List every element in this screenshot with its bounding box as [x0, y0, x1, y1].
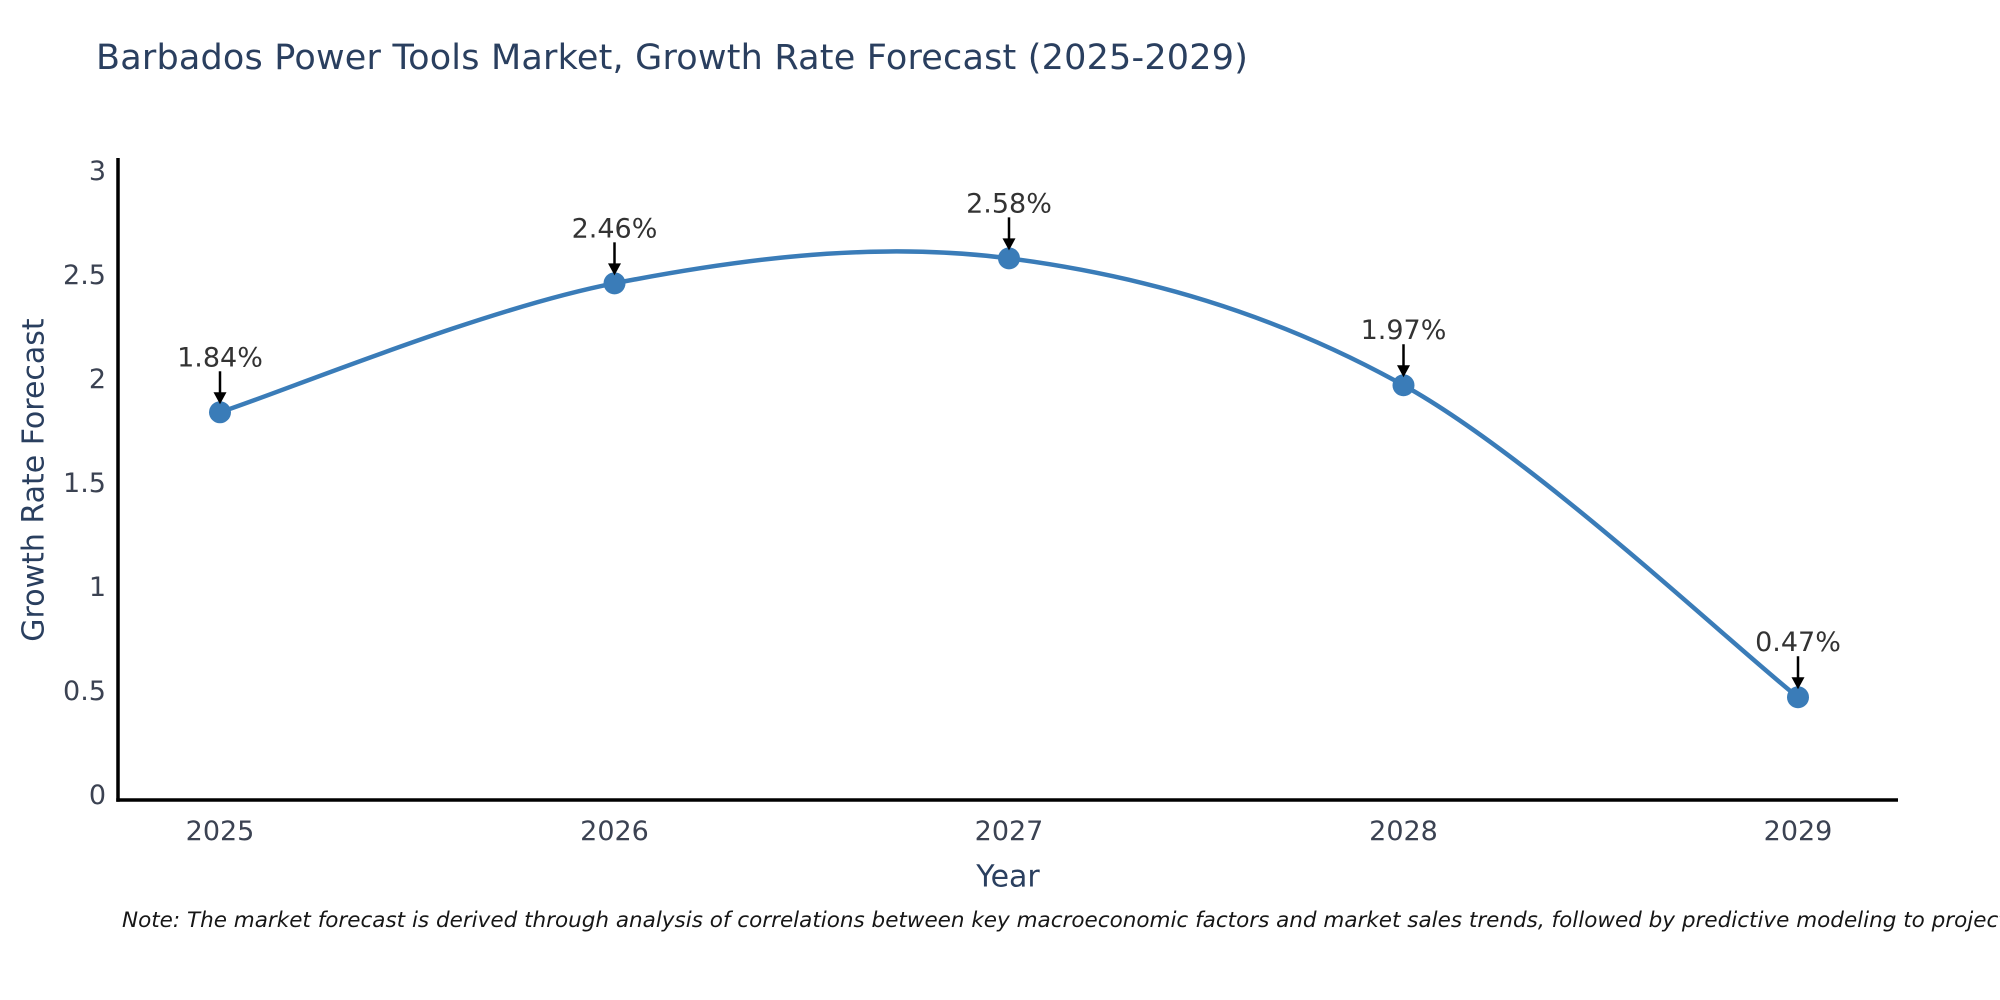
y-tick-label: 1.5: [63, 468, 106, 499]
y-tick-label: 0.5: [63, 676, 106, 707]
forecast-line: [217, 249, 1801, 700]
data-point-label: 0.47%: [1755, 627, 1841, 658]
chart-title: Barbados Power Tools Market, Growth Rate…: [96, 38, 1249, 78]
annotation-arrow-head-icon: [608, 263, 621, 276]
annotation-arrow-head-icon: [1791, 677, 1805, 690]
annotation-arrow-head-icon: [1397, 365, 1410, 378]
data-point-label: 2.58%: [966, 188, 1052, 219]
data-point[interactable]: [209, 401, 231, 424]
data-point-label: 2.46%: [572, 213, 658, 244]
x-tick-label: 2027: [975, 816, 1044, 847]
y-axis-title: Growth Rate Forecast: [16, 318, 52, 642]
y-tick-label: 0: [89, 780, 106, 811]
y-tick-label: 1: [89, 572, 106, 603]
data-point-label: 1.84%: [177, 342, 263, 373]
annotation-arrow-head-icon: [1002, 238, 1016, 251]
data-point[interactable]: [1787, 686, 1809, 709]
y-tick-label: 2.5: [63, 260, 106, 291]
x-tick-label: 2028: [1369, 816, 1438, 847]
data-point[interactable]: [1392, 374, 1415, 397]
x-axis-title: Year: [976, 859, 1040, 895]
data-point[interactable]: [603, 272, 626, 295]
x-tick-label: 2026: [580, 816, 649, 847]
chart-footnote: Note: The market forecast is derived thr…: [122, 908, 2000, 933]
x-tick-label: 2029: [1764, 816, 1833, 847]
data-point[interactable]: [998, 247, 1020, 270]
y-tick-label: 3: [89, 156, 106, 187]
annotation-arrow-head-icon: [213, 392, 227, 405]
y-tick-label: 2: [89, 364, 106, 395]
data-point-label: 1.97%: [1361, 315, 1447, 346]
x-tick-label: 2025: [186, 816, 255, 847]
